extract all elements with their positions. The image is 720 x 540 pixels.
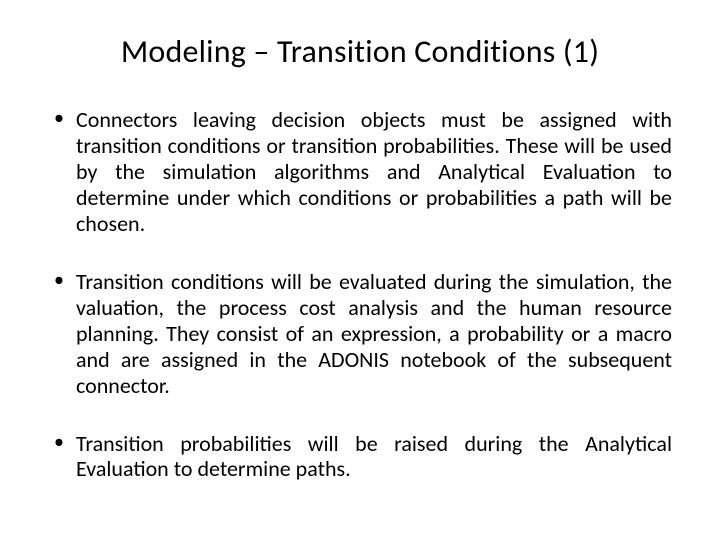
- bullet-item: Transition probabilities will be raised …: [48, 431, 672, 483]
- bullet-item: Connectors leaving decision objects must…: [48, 107, 672, 237]
- slide: Modeling – Transition Conditions (1) Con…: [0, 0, 720, 540]
- bullet-item: Transition conditions will be evaluated …: [48, 269, 672, 399]
- bullet-list: Connectors leaving decision objects must…: [48, 107, 672, 482]
- slide-title: Modeling – Transition Conditions (1): [48, 32, 672, 71]
